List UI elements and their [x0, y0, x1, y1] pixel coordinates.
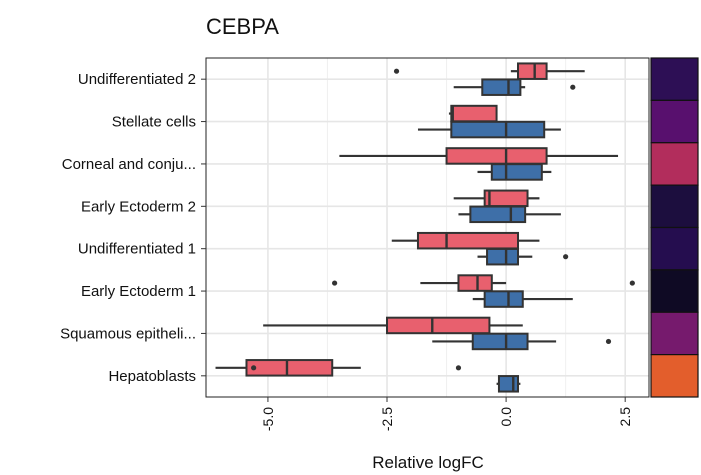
box-iqr	[245, 359, 334, 377]
box-iqr	[490, 163, 543, 181]
blue-box-5	[477, 247, 569, 266]
heatmap-cell-1	[650, 57, 699, 101]
red-box-8	[215, 359, 462, 377]
side-heatmap	[650, 57, 699, 398]
red-box-4	[453, 189, 540, 208]
blue-box-3	[477, 163, 552, 181]
category-label: Stellate cells	[112, 114, 196, 131]
category-label: Early Ectoderm 1	[81, 283, 196, 300]
box-iqr	[457, 274, 493, 292]
x-tick-label: -5.0	[260, 407, 276, 431]
plot-border	[205, 57, 650, 398]
heatmap-cell-2	[650, 99, 699, 144]
red-box-6	[332, 274, 635, 292]
blue-box-4	[458, 205, 561, 224]
x-tick-label: -2.5	[379, 407, 395, 431]
chart-title: CEBPA	[206, 14, 279, 39]
category-label: Early Ectoderm 2	[81, 198, 196, 215]
axis-layer: Undifferentiated 2 Stellate cells Corneal …	[60, 71, 633, 431]
heatmap-cell-4	[650, 184, 699, 229]
box-iqr	[483, 189, 529, 208]
outlier-point	[251, 365, 257, 371]
box-iqr	[416, 231, 520, 250]
box-iqr	[483, 290, 524, 308]
box-iqr	[481, 78, 522, 96]
red-box-7	[263, 316, 523, 335]
box-iqr	[445, 147, 548, 165]
blue-box-8	[496, 375, 521, 393]
marks-layer	[215, 62, 635, 393]
box-iqr	[450, 120, 546, 139]
red-box-2	[448, 104, 498, 123]
blue-box-7	[432, 332, 612, 351]
box-iqr	[450, 104, 498, 123]
heatmap-cell-7	[650, 311, 699, 356]
box-iqr	[486, 247, 520, 266]
red-box-5	[391, 231, 540, 250]
box-iqr	[517, 62, 548, 80]
x-tick-label: 2.5	[617, 407, 633, 427]
heatmap-cell-8	[650, 354, 699, 398]
plot-panel	[206, 58, 649, 397]
outlier-point	[629, 280, 635, 286]
blue-box-6	[472, 290, 573, 308]
heatmap-cell-5	[650, 226, 699, 271]
outlier-point	[393, 68, 400, 74]
outlier-point	[563, 254, 569, 260]
x-axis-title: Relative logFC	[372, 453, 484, 472]
box-iqr	[386, 316, 491, 335]
category-label: Corneal and conju...	[62, 156, 196, 173]
category-label: Undifferentiated 1	[78, 241, 196, 258]
category-label: Hepatoblasts	[108, 368, 196, 385]
outlier-point	[455, 365, 462, 371]
blue-box-1	[453, 78, 576, 96]
heatmap-cell-3	[650, 142, 699, 186]
outlier-point	[570, 84, 576, 90]
category-label: Undifferentiated 2	[78, 71, 196, 88]
x-tick-label: 0.0	[498, 407, 514, 427]
category-label: Squamous epitheli...	[60, 325, 196, 342]
red-box-1	[393, 62, 585, 80]
box-iqr	[469, 205, 527, 224]
box-iqr	[471, 332, 529, 351]
outlier-point	[605, 338, 612, 345]
heatmap-cell-6	[650, 269, 699, 313]
outlier-point	[332, 280, 338, 286]
box-iqr	[497, 375, 520, 393]
blue-box-2	[417, 120, 561, 139]
